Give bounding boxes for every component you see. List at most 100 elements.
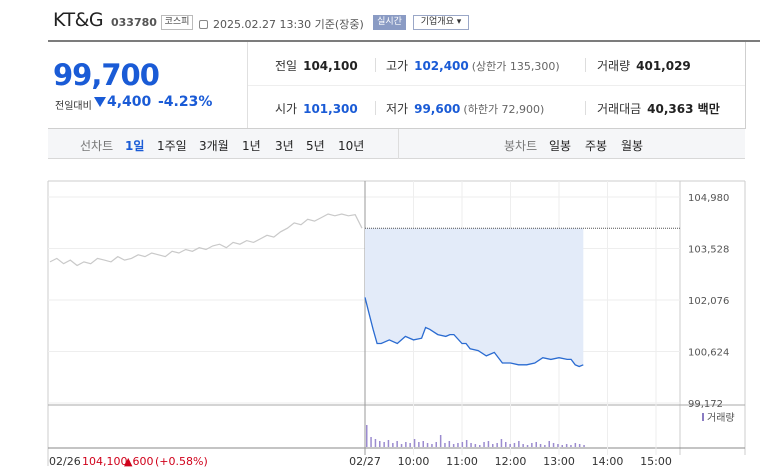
stock-header: KT&G 033780 코스피 2025.02.27 13:30 기준(장중) … [48, 0, 760, 40]
volume-bar [526, 445, 529, 447]
quote-datetime-text: 2025.02.27 13:30 기준(장중) [213, 18, 364, 31]
tab-10year[interactable]: 10년 [338, 139, 365, 153]
low-value: 99,600 [414, 102, 461, 116]
volume-bar [578, 444, 581, 447]
prev-close-label: 전일 [275, 59, 298, 73]
change-label: 전일대비 [55, 101, 92, 112]
y-tick-label: 99,172 [688, 399, 723, 410]
volume-bar [448, 441, 451, 447]
x-tick-label: 11:00 [446, 455, 478, 468]
volume-legend-swatch [702, 413, 704, 421]
y-axis-labels: 104,980 103,528 102,076 100,624 99,172 [688, 193, 729, 410]
quote-datetime: 2025.02.27 13:30 기준(장중) [199, 16, 364, 32]
tab-1year[interactable]: 1년 [242, 139, 261, 153]
y-tick-label: 104,980 [688, 193, 729, 204]
stat-divider [585, 58, 586, 72]
volume-bar [435, 442, 437, 447]
today-price-area [365, 228, 584, 367]
tab-3year[interactable]: 3년 [275, 139, 294, 153]
open-stat: 시가 101,300 [275, 100, 358, 117]
volume-bar [392, 443, 394, 447]
volume-bar [509, 444, 511, 447]
x-axis-labels: 02/27 10:00 11:00 12:00 13:00 14:00 15:00 [349, 455, 672, 468]
volume-bar [535, 442, 537, 447]
prev-day-date: 02/26 [49, 455, 81, 468]
volume-bar [431, 444, 433, 447]
volume-bar [565, 444, 568, 447]
stat-divider [375, 101, 376, 115]
high-label: 고가 [386, 59, 409, 73]
volume-value: 401,029 [636, 59, 691, 73]
volume-bar [539, 444, 542, 447]
price-change-percent: -4.23% [158, 94, 213, 110]
volume-bar [379, 441, 381, 447]
tab-5year[interactable]: 5년 [306, 139, 325, 153]
volume-bar [479, 445, 481, 447]
intraday-chart[interactable]: 104,980 103,528 102,076 100,624 99,172 02/27… [0, 170, 760, 474]
company-info-dropdown[interactable]: 기업개요 ▾ [413, 15, 469, 30]
prev-day-footer: 02/26 104,100 ▲600 (+0.58%) [49, 455, 208, 468]
volume-bar [570, 445, 572, 447]
chart-grid [47, 180, 746, 466]
volume-bar [496, 443, 498, 447]
volume-bar [483, 442, 485, 447]
volume-bar [583, 445, 585, 447]
low-stat: 저가 99,600 (하한가 72,900) [386, 100, 544, 117]
stock-code: 033780 [111, 16, 157, 29]
realtime-button[interactable]: 실시간 [373, 15, 406, 30]
tab-daily-candle[interactable]: 일봉 [549, 139, 572, 153]
open-label: 시가 [275, 102, 298, 116]
high-value: 102,400 [414, 59, 469, 73]
volume-bar [461, 442, 464, 447]
x-tick-label: 15:00 [640, 455, 672, 468]
line-chart-label: 선차트 [80, 139, 114, 153]
volume-bar [387, 440, 390, 447]
volume-bar [513, 443, 516, 447]
volume-stat: 거래량 401,029 [597, 57, 691, 74]
volume-bar [552, 443, 555, 447]
trade-value-value: 40,363 백만 [647, 102, 720, 116]
chart-tabs: 선차트 1일 1주일 3개월 1년 3년 5년 10년 봉차트 일봉 주봉 월봉 [48, 129, 745, 159]
prev-day-change-pct: (+0.58%) [155, 455, 208, 468]
volume-legend-label: 거래량 [707, 412, 735, 424]
x-tick-label: 02/27 [349, 455, 381, 468]
volume-legend: 거래량 [702, 412, 735, 424]
volume-bar [366, 425, 368, 447]
volume-bar [413, 439, 416, 447]
tab-weekly-candle[interactable]: 주봉 [585, 139, 608, 153]
volume-bar [505, 442, 507, 447]
volume-bar [548, 441, 550, 447]
low-label: 저가 [386, 102, 409, 116]
lower-limit: (하한가 72,900) [463, 103, 545, 116]
high-stat: 고가 102,400 (상한가 135,300) [386, 57, 560, 74]
current-price: 99,700 [53, 58, 160, 92]
volume-bar [383, 442, 385, 447]
tab-3month[interactable]: 3개월 [199, 139, 229, 153]
price-change: 4,400 [107, 94, 152, 110]
volume-bar [422, 441, 424, 447]
volume-bar [426, 443, 429, 447]
today-price-line [364, 297, 584, 368]
volume-bar [518, 441, 520, 447]
x-tick-label: 10:00 [398, 455, 430, 468]
volume-bar [474, 444, 477, 447]
prev-close-stat: 전일 104,100 [275, 57, 358, 74]
volume-bars [366, 425, 585, 447]
header-divider [48, 40, 760, 42]
tab-1day[interactable]: 1일 [125, 139, 145, 153]
volume-bar [374, 439, 377, 447]
x-tick-label: 12:00 [495, 455, 527, 468]
volume-bar [561, 445, 563, 447]
volume-bar [457, 443, 459, 447]
volume-bar [444, 443, 446, 447]
tabs-divider [398, 129, 399, 159]
volume-bar [370, 437, 372, 447]
volume-bar [470, 443, 472, 447]
prev-close-value: 104,100 [303, 59, 358, 73]
volume-label: 거래량 [597, 59, 631, 73]
stat-divider [585, 101, 586, 115]
candle-chart-label: 봉차트 [504, 139, 538, 153]
tab-monthly-candle[interactable]: 월봉 [621, 139, 644, 153]
tab-1week[interactable]: 1주일 [157, 139, 187, 153]
y-tick-label: 102,076 [688, 296, 729, 307]
